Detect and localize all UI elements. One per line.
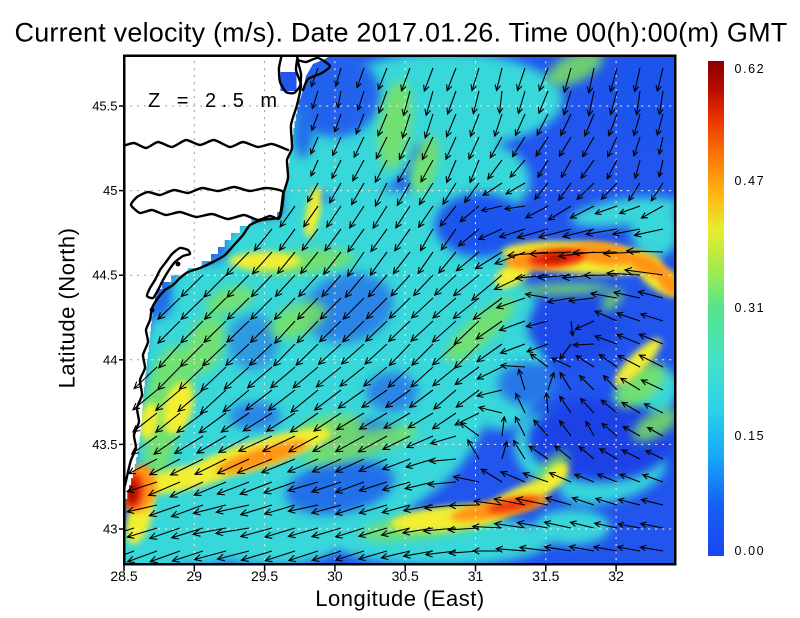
svg-text:43.5: 43.5	[92, 437, 117, 452]
svg-text:0.00: 0.00	[735, 544, 766, 558]
svg-text:31: 31	[468, 568, 484, 584]
svg-text:0.31: 0.31	[735, 301, 766, 315]
svg-text:43: 43	[103, 522, 117, 537]
svg-text:44.5: 44.5	[92, 268, 117, 283]
svg-text:Current velocity (m/s). Date 2: Current velocity (m/s). Date 2017.01.26.…	[15, 18, 788, 48]
svg-text:0.62: 0.62	[735, 62, 766, 76]
svg-text:Z = 2.5 m: Z = 2.5 m	[148, 90, 283, 112]
svg-text:Longitude (East): Longitude (East)	[315, 586, 484, 611]
svg-text:29.5: 29.5	[251, 568, 278, 584]
svg-text:45: 45	[103, 183, 117, 198]
svg-text:0.47: 0.47	[735, 174, 766, 188]
svg-text:45.5: 45.5	[92, 99, 117, 114]
svg-text:Latitude (North): Latitude (North)	[55, 228, 80, 389]
svg-text:31.5: 31.5	[532, 568, 559, 584]
svg-text:0.15: 0.15	[735, 429, 766, 443]
svg-text:30.5: 30.5	[392, 568, 419, 584]
svg-text:30: 30	[327, 568, 343, 584]
svg-text:28.5: 28.5	[110, 568, 137, 584]
svg-text:29: 29	[187, 568, 203, 584]
svg-text:32: 32	[608, 568, 624, 584]
svg-text:44: 44	[103, 352, 117, 367]
